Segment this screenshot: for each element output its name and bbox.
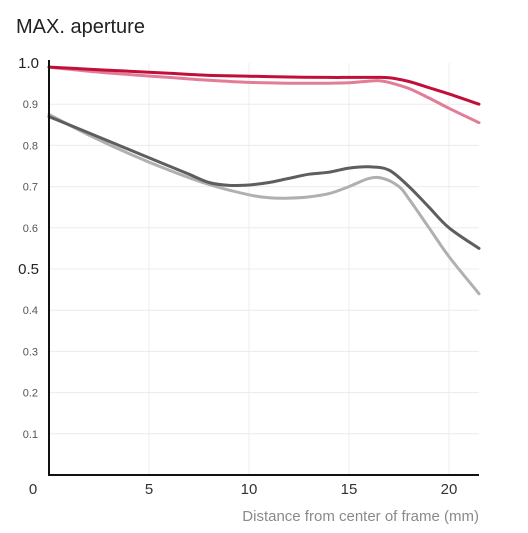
y-axis-ticks: 0.1 0.2 0.3 0.4 0.5 0.6 0.7 0.8 0.9 1.0 bbox=[18, 55, 39, 441]
x-tick-label: 10 bbox=[241, 481, 258, 498]
x-axis-ticks: 0 5 10 15 20 bbox=[29, 481, 458, 498]
y-tick-label: 0.5 bbox=[18, 261, 39, 278]
y-tick-label: 0.4 bbox=[23, 305, 38, 317]
y-tick-label: 0.1 bbox=[23, 429, 38, 441]
y-tick-label: 1.0 bbox=[18, 55, 39, 72]
series-group bbox=[47, 65, 481, 296]
x-tick-label: 5 bbox=[145, 481, 153, 498]
y-tick-label: 0.8 bbox=[23, 140, 38, 152]
series-line-4 bbox=[47, 113, 481, 296]
y-tick-label: 0.7 bbox=[23, 182, 38, 194]
x-tick-label: 20 bbox=[441, 481, 458, 498]
grid bbox=[49, 63, 479, 475]
y-tick-label: 0.3 bbox=[23, 346, 38, 358]
x-tick-label: 0 bbox=[29, 481, 37, 498]
series-line-3 bbox=[47, 115, 481, 250]
y-tick-label: 0.2 bbox=[23, 388, 38, 400]
y-tick-label: 0.9 bbox=[23, 99, 38, 111]
x-axis-label: Distance from center of frame (mm) bbox=[242, 508, 479, 525]
chart-title: MAX. aperture bbox=[16, 16, 145, 38]
series-line-2 bbox=[47, 65, 481, 125]
x-tick-label: 15 bbox=[341, 481, 358, 498]
y-tick-label: 0.6 bbox=[23, 223, 38, 235]
series-line-1 bbox=[47, 65, 481, 106]
